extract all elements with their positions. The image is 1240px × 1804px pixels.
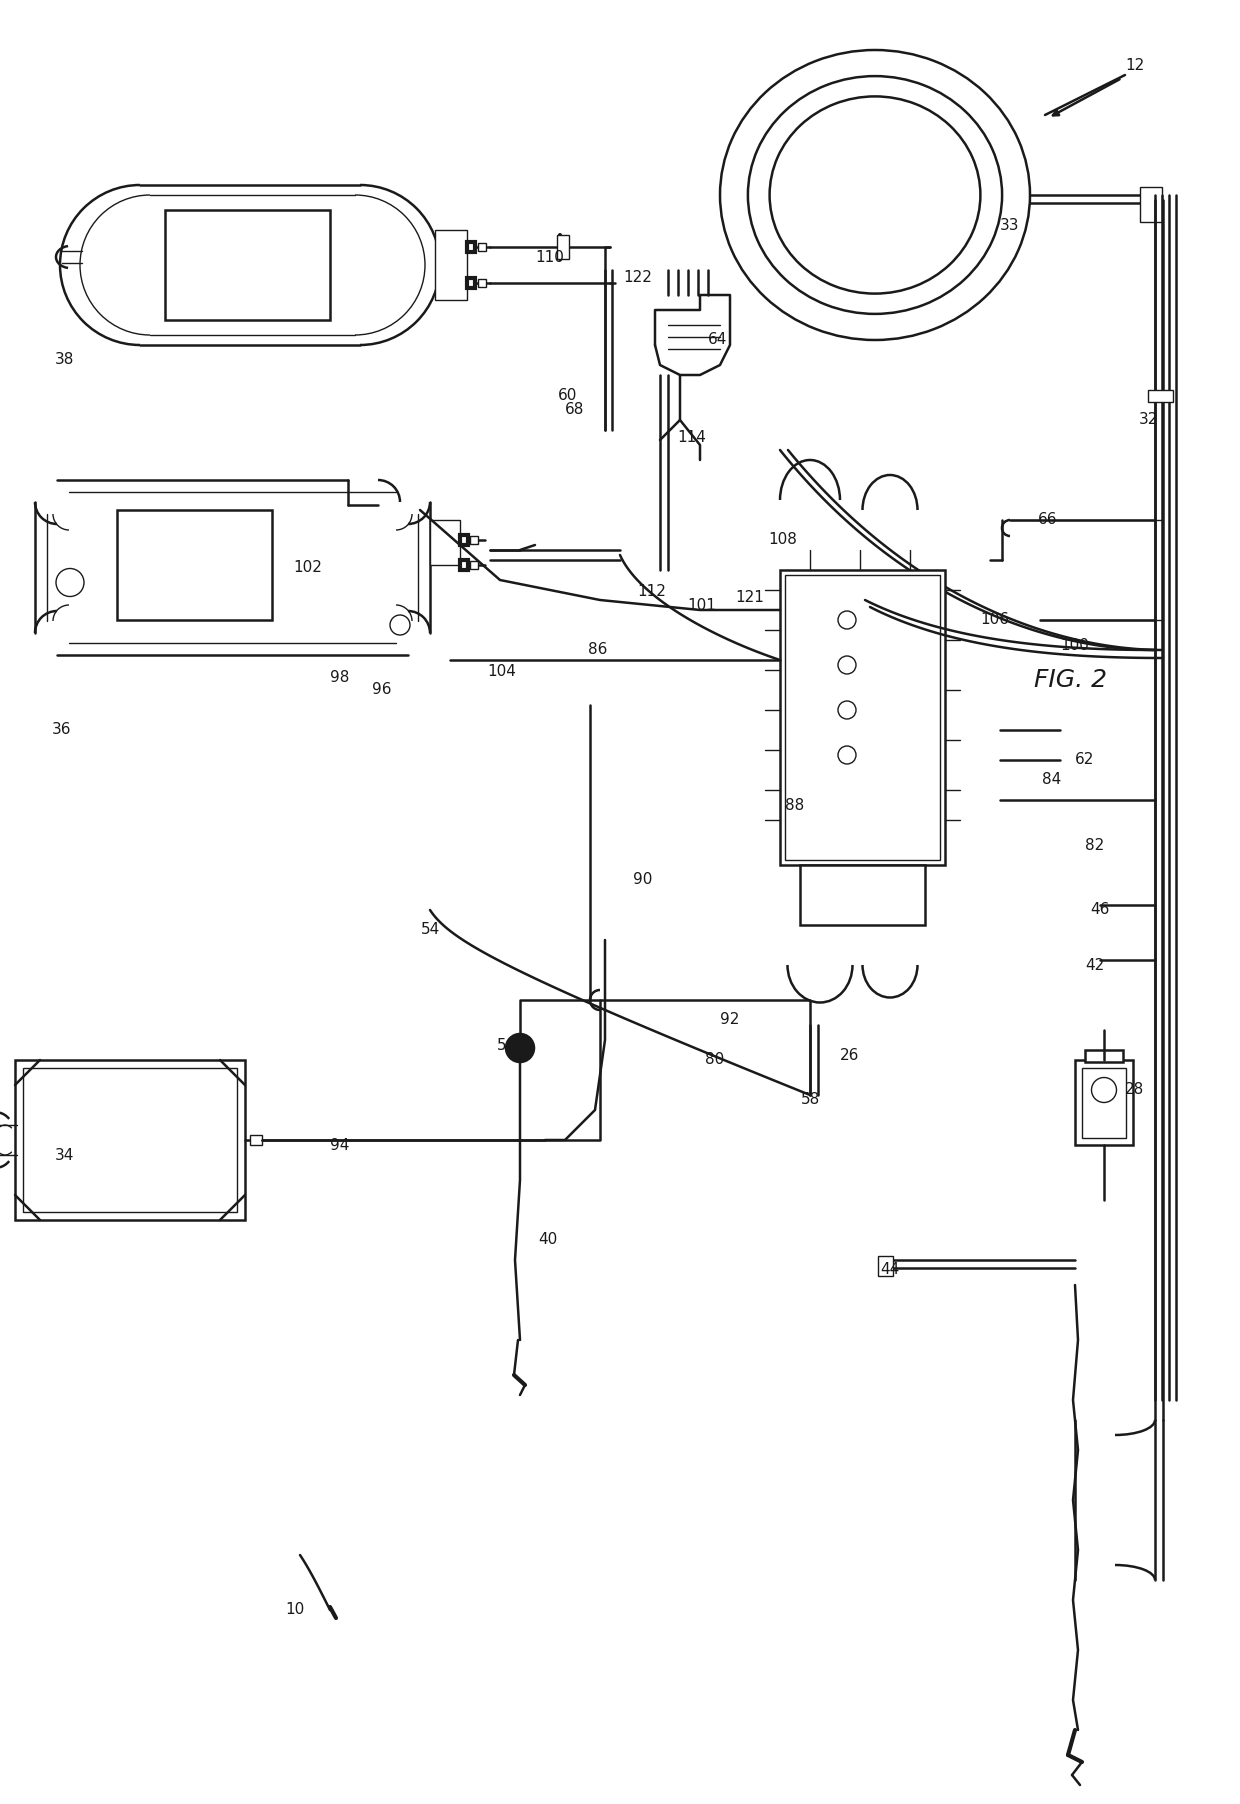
Bar [467, 242, 475, 253]
Text: 96: 96 [372, 682, 392, 698]
Text: 12: 12 [1126, 58, 1145, 72]
Text: 36: 36 [52, 722, 72, 738]
Text: 106: 106 [981, 613, 1009, 628]
Text: 108: 108 [769, 532, 797, 547]
Bar [785, 575, 940, 861]
Text: 94: 94 [330, 1138, 350, 1153]
Bar [800, 864, 925, 925]
Text: 100: 100 [1060, 637, 1090, 653]
Bar [15, 1061, 246, 1220]
Text: 82: 82 [1085, 837, 1105, 853]
Text: 40: 40 [538, 1232, 558, 1248]
Bar [1083, 1068, 1126, 1138]
Bar [435, 229, 467, 299]
Bar [477, 280, 486, 287]
Bar [1148, 390, 1173, 402]
Text: 98: 98 [330, 671, 350, 686]
Text: 38: 38 [56, 352, 74, 368]
Text: 101: 101 [687, 597, 717, 613]
Bar [430, 520, 460, 565]
Text: 102: 102 [294, 561, 322, 575]
Bar [477, 244, 486, 251]
Text: 80: 80 [706, 1052, 724, 1068]
Text: 84: 84 [1043, 772, 1061, 788]
Text: 90: 90 [634, 873, 652, 888]
Text: 54: 54 [420, 922, 440, 938]
Text: 112: 112 [637, 584, 666, 599]
Bar [557, 235, 569, 260]
Text: 92: 92 [720, 1012, 740, 1028]
Bar [878, 1256, 893, 1275]
Text: 121: 121 [735, 590, 764, 606]
Ellipse shape [506, 1034, 534, 1063]
Bar [24, 1068, 237, 1212]
Text: 114: 114 [677, 431, 707, 446]
Text: 44: 44 [880, 1263, 900, 1277]
Bar [470, 536, 477, 545]
Text: 66: 66 [1038, 512, 1058, 527]
Text: 32: 32 [1138, 413, 1158, 428]
Text: 58: 58 [800, 1093, 820, 1108]
Bar [250, 1135, 262, 1146]
Bar [460, 536, 467, 545]
Text: 46: 46 [1090, 902, 1110, 918]
Text: 110: 110 [536, 251, 564, 265]
Text: 122: 122 [624, 271, 652, 285]
Bar [780, 570, 945, 864]
Bar [467, 278, 475, 289]
Text: 104: 104 [487, 664, 516, 680]
Text: 88: 88 [785, 797, 805, 812]
Text: 62: 62 [1075, 752, 1095, 767]
Bar [1140, 188, 1162, 222]
Text: 60: 60 [558, 388, 578, 402]
Bar [470, 561, 477, 568]
Text: 56: 56 [497, 1037, 517, 1052]
Bar [165, 209, 330, 319]
Bar [1085, 1050, 1123, 1063]
Text: 64: 64 [708, 332, 728, 348]
Text: 26: 26 [841, 1048, 859, 1063]
Text: FIG. 2: FIG. 2 [1033, 667, 1106, 693]
Bar [117, 511, 272, 621]
Text: 10: 10 [285, 1602, 305, 1618]
Bar [460, 559, 467, 570]
Text: 42: 42 [1085, 958, 1105, 972]
Bar [1075, 1061, 1133, 1146]
Text: 28: 28 [1126, 1082, 1145, 1097]
Text: 68: 68 [565, 402, 585, 417]
Text: 86: 86 [588, 642, 608, 657]
Text: 33: 33 [1001, 218, 1019, 233]
Text: 34: 34 [56, 1147, 74, 1162]
